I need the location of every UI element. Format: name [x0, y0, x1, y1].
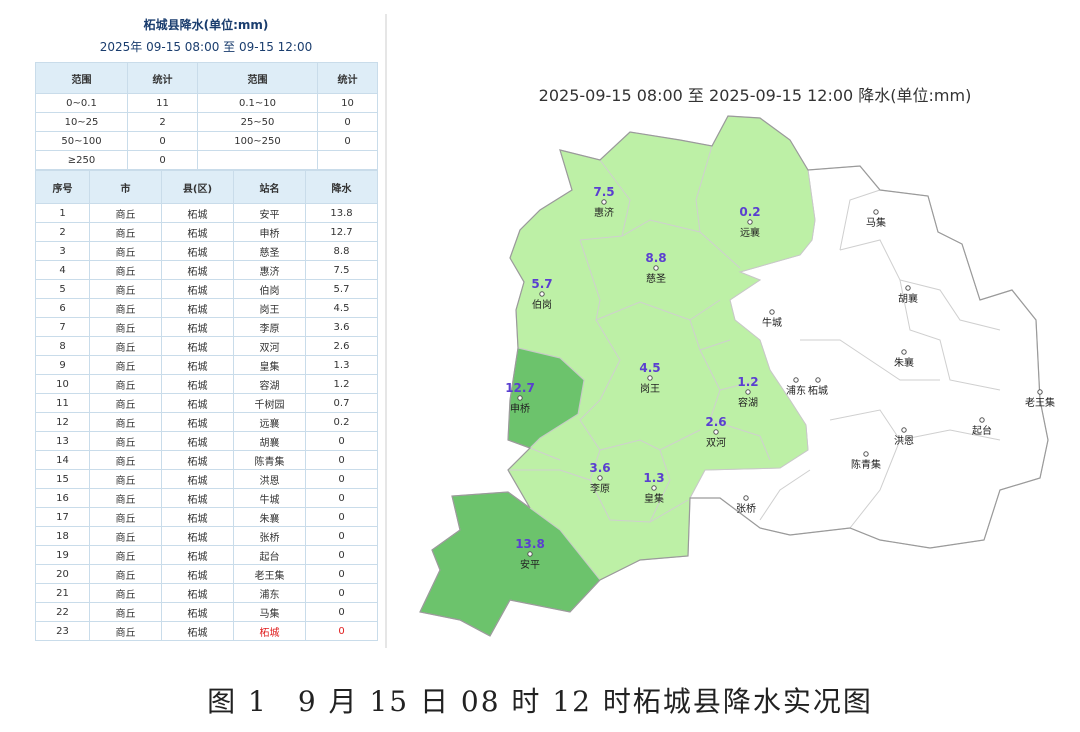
stats-row: 10~25 2 25~50 0: [35, 112, 378, 132]
stats-header: 统计: [317, 62, 378, 94]
station-dot: [747, 219, 753, 225]
station-dot: [901, 349, 907, 355]
station-label: 皇集: [644, 492, 664, 505]
station-dot: [1037, 389, 1043, 395]
figure-caption: 图 1 9 月 15 日 08 时 12 时柘城县降水实况图: [207, 685, 873, 718]
station-label: 慈圣: [646, 272, 666, 285]
station-dot: [647, 375, 653, 381]
station-dot: [979, 417, 985, 423]
map-title: 2025-09-15 08:00 至 2025-09-15 12:00 降水(单…: [538, 86, 972, 105]
station-cell: 商丘: [89, 621, 162, 641]
rainfall-map: 7.5 惠济 0.2 远襄 8.8 慈圣 5.7 伯岗 4.5 岗王 12.7 申桥 1.2 容湖 2.6 双…: [419, 115, 1055, 637]
stats-cell: ≥250: [35, 150, 128, 170]
station-label: 岗王: [640, 383, 660, 395]
station-label: 李原: [590, 482, 610, 495]
station-label: 柘城: [808, 384, 828, 397]
station-label: 张桥: [736, 503, 756, 515]
station-label: 远襄: [740, 226, 760, 239]
rainfall-value: 0.2: [739, 205, 760, 219]
stats-header-row: 范围 统计 范围 统计: [35, 62, 378, 94]
station-dot: [873, 209, 879, 215]
station-label: 起台: [972, 424, 992, 437]
station-label: 容湖: [738, 396, 758, 409]
station-dot: [597, 475, 603, 481]
station-dot: [905, 285, 911, 291]
rainfall-value: 8.8: [645, 251, 666, 265]
rainfall-value: 7.5: [593, 185, 614, 199]
station-dot: [527, 551, 533, 557]
rainfall-value: 1.3: [643, 471, 664, 485]
station-dot: [539, 291, 545, 297]
station-label: 浦东: [786, 384, 806, 397]
rainfall-value: 12.7: [505, 381, 535, 395]
panel-divider: [385, 14, 387, 648]
station-cell: 4.5: [305, 298, 378, 318]
station-label: 马集: [866, 216, 886, 229]
panel-title: 柘城县降水(单位:mm): [143, 18, 269, 32]
station-dot: [815, 377, 821, 383]
station-label: 伯岗: [532, 298, 552, 311]
station-header-row: 序号 市 县(区) 站名 降水: [35, 170, 378, 204]
station-header: 降水: [305, 170, 378, 204]
rainfall-value: 5.7: [531, 277, 552, 291]
station-dot: [769, 309, 775, 315]
range-stats-table: 范围 统计 范围 统计 0~0.1 11 0.1~10 10 10~25 2 25~50 0 5…: [35, 62, 378, 170]
stats-header: 范围: [197, 62, 318, 94]
station-row: 8 商丘 柘城 双河 2.6: [35, 336, 378, 356]
station-row: 19 商丘 柘城 起台 0: [35, 545, 378, 565]
station-dot: [745, 389, 751, 395]
rainfall-value: 4.5: [639, 361, 660, 375]
station-cell: 0: [305, 621, 378, 641]
station-row: 2 商丘 柘城 申桥 12.7: [35, 222, 378, 242]
station-label: 朱襄: [894, 356, 914, 369]
stats-cell: [317, 150, 378, 170]
station-row: 23 商丘 柘城 柘城 0: [35, 621, 378, 641]
station-dot: [651, 485, 657, 491]
station-cell: 柘城: [161, 621, 234, 641]
station-dot: [601, 199, 607, 205]
station-header: 市: [89, 170, 162, 204]
county-outline: [419, 115, 1049, 637]
station-row: 6 商丘 柘城 岗王 4.5: [35, 298, 378, 318]
station-label: 洪恩: [894, 435, 914, 447]
station-row: 14 商丘 柘城 陈青集 0: [35, 450, 378, 470]
station-dot: [653, 265, 659, 271]
rainfall-value: 3.6: [589, 461, 610, 475]
station-dot: [517, 395, 523, 401]
rainfall-value: 2.6: [705, 415, 726, 429]
rainfall-value: 1.2: [737, 375, 758, 389]
station-label: 双河: [706, 437, 726, 449]
station-label: 老王集: [1025, 396, 1055, 409]
station-header: 序号: [35, 170, 90, 204]
station-dot: [743, 495, 749, 501]
station-label: 惠济: [594, 206, 614, 219]
station-dot: [863, 451, 869, 457]
stats-row: ≥250 0: [35, 150, 378, 170]
station-row: 5 商丘 柘城 伯岗 5.7: [35, 279, 378, 299]
station-dot: [793, 377, 799, 383]
rainfall-panel: 柘城县降水(单位:mm) 2025年 09-15 08:00 至 09-15 1…: [35, 14, 378, 648]
station-row: 22 商丘 柘城 马集 0: [35, 602, 378, 622]
station-label: 陈青集: [851, 458, 881, 471]
station-dot: [901, 427, 907, 433]
panel-period: 2025年 09-15 08:00 至 09-15 12:00: [99, 40, 313, 54]
station-label: 申桥: [510, 402, 530, 415]
station-header: 站名: [233, 170, 306, 204]
station-label: 胡襄: [898, 292, 918, 305]
station-label: 牛城: [762, 316, 782, 329]
station-table: 序号 市 县(区) 站名 降水 1 商丘 柘城 安平 13.8 2 商丘 柘城 申桥 12.7 3 商…: [35, 170, 378, 641]
station-cell: 0: [305, 526, 378, 546]
rainfall-value: 13.8: [515, 537, 545, 551]
station-dot: [713, 429, 719, 435]
station-label: 安平: [520, 558, 540, 571]
station-row: 11 商丘 柘城 千树园 0.7: [35, 393, 378, 413]
